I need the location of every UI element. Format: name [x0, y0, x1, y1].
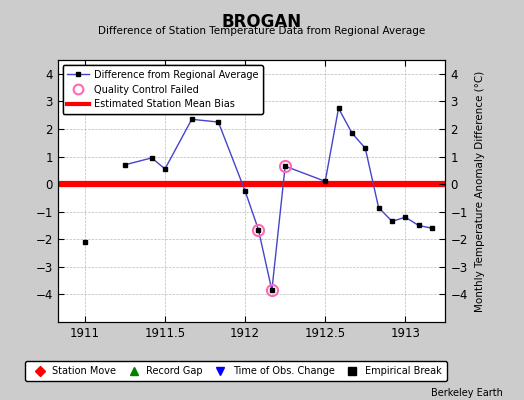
Text: BROGAN: BROGAN	[222, 13, 302, 31]
Text: Berkeley Earth: Berkeley Earth	[431, 388, 503, 398]
Text: Difference of Station Temperature Data from Regional Average: Difference of Station Temperature Data f…	[99, 26, 425, 36]
Y-axis label: Monthly Temperature Anomaly Difference (°C): Monthly Temperature Anomaly Difference (…	[475, 70, 485, 312]
Legend: Difference from Regional Average, Quality Control Failed, Estimated Station Mean: Difference from Regional Average, Qualit…	[62, 65, 263, 114]
Legend: Station Move, Record Gap, Time of Obs. Change, Empirical Break: Station Move, Record Gap, Time of Obs. C…	[25, 361, 446, 381]
